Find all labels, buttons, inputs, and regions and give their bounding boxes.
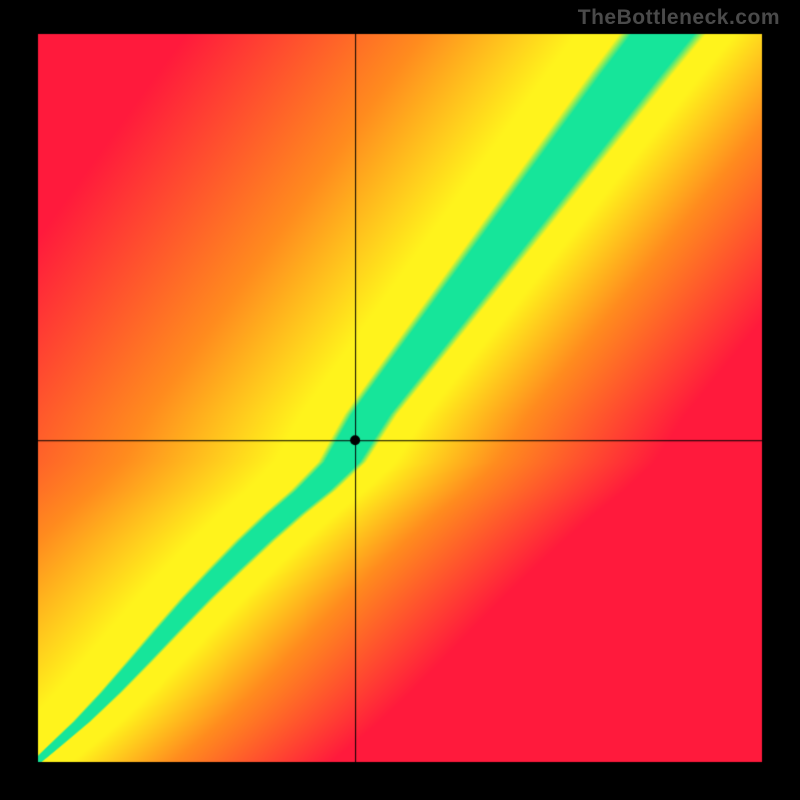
bottleneck-heatmap bbox=[0, 0, 800, 800]
watermark-text: TheBottleneck.com bbox=[578, 6, 780, 30]
chart-container: { "watermark": { "text": "TheBottleneck.… bbox=[0, 0, 800, 800]
